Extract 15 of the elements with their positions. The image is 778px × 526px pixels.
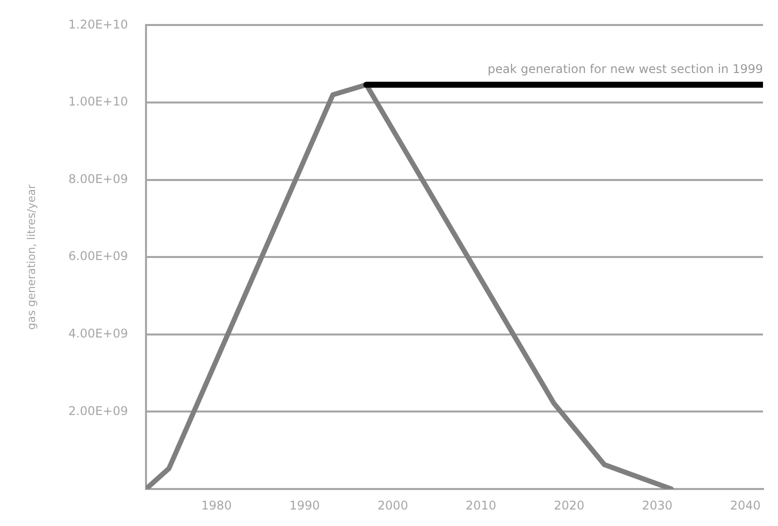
y-tick-label: 4.00E+09	[68, 326, 128, 341]
x-tick-label: 2040	[730, 498, 761, 512]
y-tick-label: 1.00E+10	[68, 94, 128, 109]
annotation: peak generation for new west section in 1999	[488, 62, 763, 76]
y-tick-label: 6.00E+09	[68, 249, 128, 264]
y-tick-label: 8.00E+09	[68, 172, 128, 186]
x-tick-label: 1980	[201, 498, 232, 512]
x-tick-label: 2030	[642, 498, 672, 512]
y-axis-title: gas generation, litres/year	[24, 184, 38, 330]
x-tick-label: 2010	[466, 498, 496, 512]
y-tick-label: 1.20E+10	[68, 17, 128, 32]
y-tick-label: 2.00E+09	[68, 404, 128, 418]
x-tick-label: 1990	[289, 498, 320, 512]
x-tick-label: 2000	[378, 498, 408, 512]
x-tick-label: 2020	[554, 498, 584, 512]
